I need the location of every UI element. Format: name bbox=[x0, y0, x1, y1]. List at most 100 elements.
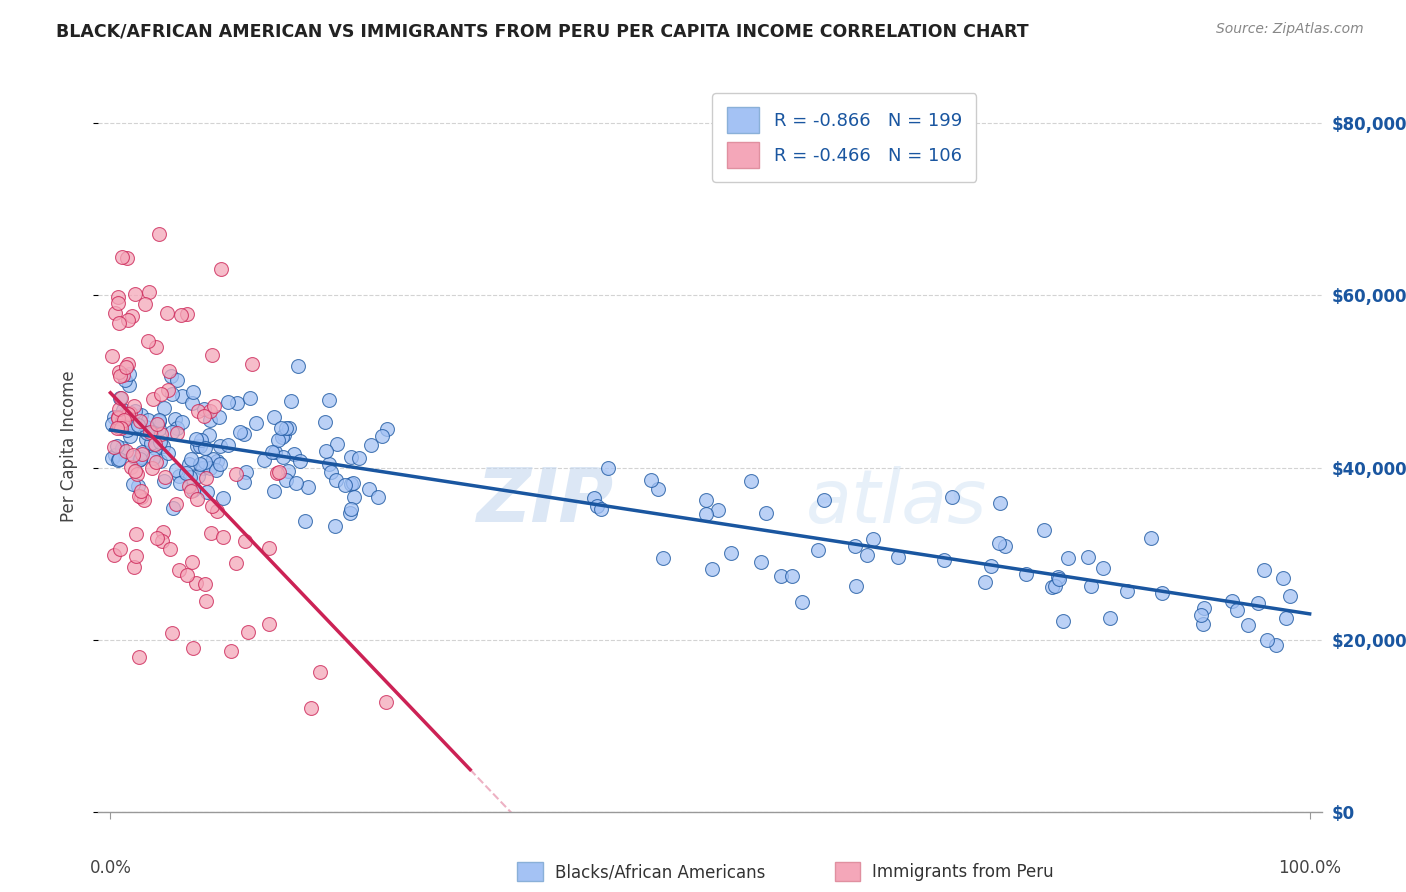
Point bbox=[238, 391, 260, 405]
Point bbox=[813, 493, 835, 508]
Point bbox=[856, 548, 879, 562]
Point bbox=[695, 507, 717, 521]
Point bbox=[107, 410, 129, 425]
Point bbox=[107, 452, 129, 467]
Point bbox=[153, 470, 176, 484]
Point bbox=[107, 290, 129, 304]
Point bbox=[1220, 594, 1243, 608]
Point bbox=[844, 539, 866, 553]
Point bbox=[200, 413, 222, 427]
Point bbox=[845, 579, 868, 593]
Point bbox=[115, 359, 138, 374]
Point bbox=[212, 491, 235, 505]
Point bbox=[219, 644, 242, 658]
Point bbox=[314, 415, 336, 429]
Point bbox=[112, 412, 135, 426]
Point bbox=[111, 368, 134, 383]
Point bbox=[191, 461, 214, 475]
Point bbox=[720, 546, 742, 560]
Point bbox=[209, 438, 232, 452]
Point bbox=[229, 425, 252, 439]
Point bbox=[132, 493, 155, 508]
Point bbox=[120, 406, 142, 420]
Point bbox=[107, 296, 129, 310]
Point bbox=[145, 419, 167, 434]
Point bbox=[263, 410, 285, 425]
Point bbox=[103, 410, 125, 425]
Point bbox=[166, 426, 188, 441]
Point bbox=[195, 593, 218, 607]
Point bbox=[1279, 589, 1302, 603]
Point bbox=[108, 402, 131, 417]
Point bbox=[101, 349, 124, 363]
Point bbox=[695, 493, 717, 508]
Point bbox=[127, 479, 149, 493]
Point bbox=[318, 393, 340, 408]
Point bbox=[323, 519, 346, 533]
Point bbox=[343, 491, 366, 505]
Point bbox=[122, 450, 145, 465]
Point bbox=[125, 549, 148, 563]
Point bbox=[941, 490, 963, 504]
Point bbox=[190, 433, 212, 447]
Point bbox=[159, 369, 181, 384]
Point bbox=[127, 418, 149, 433]
Point bbox=[180, 451, 202, 466]
Point bbox=[110, 418, 132, 433]
Point bbox=[238, 625, 260, 640]
Point bbox=[233, 427, 256, 442]
Point bbox=[165, 412, 187, 426]
Point bbox=[181, 396, 204, 410]
Point bbox=[184, 576, 207, 591]
Point bbox=[325, 474, 347, 488]
Point bbox=[136, 334, 159, 349]
Point bbox=[267, 465, 290, 479]
Point bbox=[1015, 566, 1038, 581]
Point bbox=[187, 404, 209, 418]
Point bbox=[103, 549, 125, 563]
Point bbox=[152, 439, 174, 453]
Point bbox=[125, 467, 148, 482]
Point bbox=[360, 438, 382, 452]
Point bbox=[111, 250, 134, 264]
Point bbox=[1256, 632, 1278, 647]
Point bbox=[162, 500, 184, 515]
Point bbox=[375, 422, 398, 436]
Point bbox=[117, 313, 139, 327]
Point bbox=[375, 695, 398, 709]
Point bbox=[108, 541, 131, 556]
Point bbox=[162, 387, 184, 401]
Point bbox=[280, 393, 302, 408]
Point bbox=[103, 440, 125, 454]
Point bbox=[120, 459, 142, 474]
Point bbox=[198, 428, 221, 442]
Point bbox=[706, 502, 728, 516]
Point bbox=[124, 464, 146, 478]
Point bbox=[1265, 638, 1288, 652]
Point bbox=[115, 423, 138, 437]
Point bbox=[277, 420, 299, 434]
Point bbox=[226, 395, 249, 409]
Point bbox=[122, 560, 145, 574]
Point bbox=[176, 568, 198, 582]
Point bbox=[201, 499, 224, 513]
Point bbox=[115, 444, 138, 458]
Point bbox=[340, 450, 363, 464]
Point bbox=[347, 450, 370, 465]
Point bbox=[266, 467, 288, 481]
Point bbox=[208, 410, 231, 425]
Point bbox=[148, 414, 170, 428]
Point bbox=[118, 378, 141, 392]
Point bbox=[294, 514, 316, 528]
Point bbox=[122, 399, 145, 413]
Point bbox=[934, 553, 956, 567]
Point bbox=[263, 483, 285, 498]
Point bbox=[340, 502, 363, 516]
Point bbox=[287, 359, 309, 373]
Point bbox=[290, 453, 312, 467]
Point bbox=[124, 526, 146, 541]
Point bbox=[110, 421, 132, 435]
Point bbox=[108, 452, 131, 467]
Point bbox=[988, 536, 1011, 550]
Point bbox=[149, 435, 172, 450]
